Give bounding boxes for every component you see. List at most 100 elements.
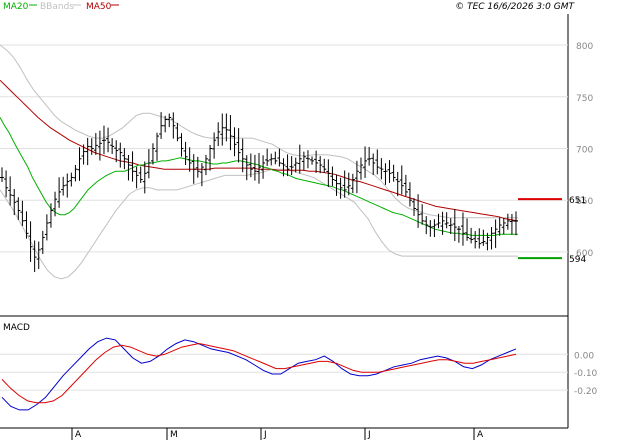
price-bar <box>358 157 363 180</box>
price-bar <box>101 125 106 155</box>
price-bar <box>424 216 429 235</box>
price-bar <box>208 145 213 171</box>
price-bar <box>146 149 151 179</box>
price-bar <box>452 208 457 242</box>
price-bar <box>44 214 49 241</box>
price-bar <box>473 231 478 249</box>
month-label: J <box>263 430 267 440</box>
price-bar <box>444 212 449 229</box>
price-bar <box>346 172 351 196</box>
price-tick-label: 750 <box>576 94 593 104</box>
price-bar <box>203 154 208 176</box>
price-bar <box>383 163 388 185</box>
price-bar <box>505 213 510 230</box>
price-bar <box>428 220 433 237</box>
price-bar <box>110 138 115 154</box>
price-bar <box>126 154 131 181</box>
price-bar <box>481 229 486 246</box>
price-bar <box>159 112 164 139</box>
price-bar <box>138 166 143 183</box>
price-bar <box>232 127 237 157</box>
price-bar <box>118 142 123 168</box>
price-bar <box>220 113 225 146</box>
price-bar <box>318 156 323 174</box>
price-bar <box>310 156 315 165</box>
price-bar <box>489 227 494 250</box>
price-tick-label: 700 <box>576 145 593 155</box>
price-levels: 651 594 <box>518 196 586 265</box>
price-bar <box>191 154 196 184</box>
price-bar <box>501 218 506 235</box>
price-bar <box>216 122 221 147</box>
price-bar <box>379 158 384 180</box>
price-bar <box>150 143 155 165</box>
price-bar <box>387 160 392 183</box>
price-bar <box>403 174 408 197</box>
price-bar <box>477 228 482 249</box>
price-bar <box>416 194 421 228</box>
price-bar <box>240 138 245 173</box>
price-bar <box>32 240 37 273</box>
price-bar <box>493 219 498 248</box>
price-grid <box>0 44 568 253</box>
price-bar <box>16 197 21 220</box>
price-bar <box>106 127 111 153</box>
resistance-label: 651 <box>569 196 586 206</box>
price-bar <box>257 153 261 184</box>
price-bar <box>314 150 319 173</box>
price-bar <box>497 217 502 236</box>
support-label: 594 <box>569 255 586 265</box>
price-bar <box>20 200 25 226</box>
legend: MA20 BBands MA50 <box>3 2 119 12</box>
price-bar <box>93 133 98 155</box>
price-bar <box>485 232 490 251</box>
price-bar <box>179 133 184 157</box>
price-bar <box>391 164 396 182</box>
price-bar <box>61 176 66 196</box>
price-bar <box>460 212 465 246</box>
price-bar <box>69 172 74 187</box>
price-bar <box>187 147 192 172</box>
price-bar <box>277 148 282 167</box>
price-bar <box>248 153 253 178</box>
price-bar <box>273 151 278 165</box>
copyright: © TEC 16/6/2026 3:0 GMT <box>455 2 575 12</box>
price-bar <box>395 171 400 197</box>
price-bar <box>354 160 359 194</box>
legend-ma20: MA20 <box>3 2 29 12</box>
price-bar <box>375 149 380 175</box>
price-bar <box>130 151 135 182</box>
price-bar <box>134 166 139 189</box>
price-bar <box>432 219 437 238</box>
price-bar <box>412 198 417 216</box>
price-bar <box>330 166 335 187</box>
price-bar <box>261 155 266 179</box>
price-bar <box>81 144 86 165</box>
price-bar <box>469 227 474 244</box>
price-bar <box>212 132 217 159</box>
month-label: A <box>477 430 484 440</box>
price-bar <box>199 163 204 187</box>
price-bar <box>305 150 310 169</box>
price-bar <box>440 211 445 235</box>
price-bar <box>0 167 4 183</box>
price-bar <box>509 213 514 235</box>
price-tick-label: 800 <box>576 42 593 52</box>
price-bar <box>114 140 119 163</box>
price-bar <box>8 176 13 206</box>
price-bar <box>456 226 461 243</box>
price-bar <box>420 204 425 225</box>
macd-axis-ticks: 0.00 -0.10 -0.20 <box>574 351 598 397</box>
price-bar <box>183 141 188 166</box>
price-bar <box>155 132 160 161</box>
price-bar <box>281 158 286 177</box>
price-bar <box>4 170 9 198</box>
price-bar <box>48 203 53 228</box>
price-bar <box>73 164 78 182</box>
price-bar <box>252 154 257 181</box>
price-bar <box>350 173 355 194</box>
macd-tick-label: -0.10 <box>574 369 598 379</box>
legend-bbands: BBands <box>40 2 74 12</box>
bband-lower <box>0 168 518 280</box>
price-bar <box>195 156 200 178</box>
